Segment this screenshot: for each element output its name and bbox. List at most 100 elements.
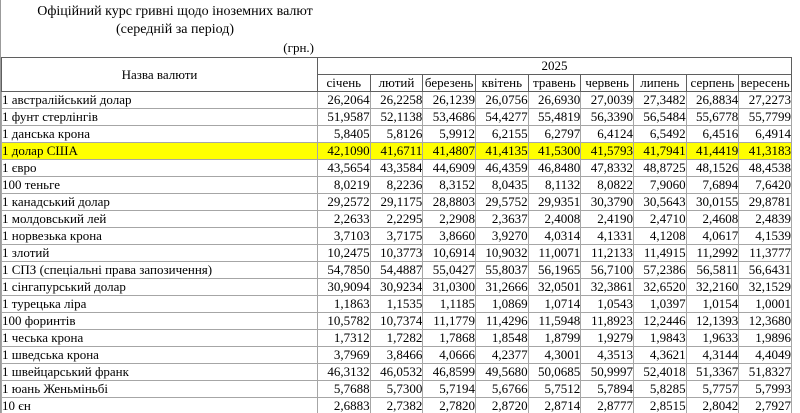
month-header: вересень: [738, 74, 792, 92]
rate-value: 5,7757: [685, 380, 740, 398]
currency-name: 1 канадський долар: [1, 193, 318, 211]
rate-value: 30,0155: [685, 193, 740, 211]
currency-name: 1 євро: [1, 159, 318, 177]
month-header: березень: [422, 74, 476, 92]
rate-value: 2,3637: [474, 210, 529, 228]
month-header: червень: [580, 74, 634, 92]
rate-value: 41,5793: [580, 142, 634, 160]
rate-value: 10,6914: [422, 244, 476, 262]
rate-value: 11,2992: [685, 244, 740, 262]
rate-value: 6,2155: [474, 125, 529, 143]
rate-value: 1,9633: [685, 329, 740, 347]
rate-value: 55,4819: [527, 108, 582, 126]
rate-value: 3,9270: [474, 227, 529, 245]
rate-value: 3,7103: [317, 227, 371, 245]
rate-value: 31,2666: [474, 278, 529, 296]
table-row: 1 турецька ліра 1,1863 1,1535 1,1185 1,0869 1…: [1, 295, 792, 313]
table-row: 1 злотий 10,2475 10,3773 10,6914 10,9032 11,0…: [1, 244, 792, 262]
month-header: лютий: [369, 74, 424, 92]
rate-value: 8,3152: [422, 176, 476, 194]
exchange-rates-table: Назва валюти 2025 січень лютий березень кві…: [1, 57, 792, 413]
rate-value: 54,4277: [474, 108, 529, 126]
page-title: Офіційний курс гривні щодо іноземних вал…: [37, 4, 313, 19]
rate-value: 48,1526: [685, 159, 740, 177]
rate-value: 1,0714: [527, 295, 582, 313]
rate-value: 48,4538: [738, 159, 792, 177]
rate-value: 46,4359: [474, 159, 529, 177]
rate-value: 55,6778: [685, 108, 740, 126]
rate-value: 26,6930: [527, 91, 582, 109]
currency-name: 100 теньге: [1, 176, 318, 194]
rate-value: 56,7100: [580, 261, 634, 279]
rate-value: 8,0822: [580, 176, 634, 194]
rate-value: 31,0300: [422, 278, 476, 296]
rate-value: 26,2258: [369, 91, 424, 109]
rate-value: 8,0219: [317, 176, 371, 194]
rate-value: 32,1529: [738, 278, 792, 296]
rate-value: 41,4135: [474, 142, 529, 160]
rate-value: 30,5643: [632, 193, 687, 211]
rate-value: 52,1138: [369, 108, 424, 126]
rate-value: 26,0756: [474, 91, 529, 109]
rate-value: 1,7868: [422, 329, 476, 347]
table-row: 1 данська крона 5,8405 5,8126 5,9912 6,2155 6…: [1, 125, 792, 143]
rate-value: 5,7512: [527, 380, 582, 398]
rate-value: 4,3621: [632, 346, 687, 364]
page-subtitle: (середній за період): [115, 22, 234, 37]
table-row: 100 форинтів 10,5782 10,7374 11,1779 11,4296…: [1, 312, 792, 330]
currency-name: 1 юань Женьміньбі: [1, 380, 318, 398]
rate-value: 48,8725: [632, 159, 687, 177]
rate-value: 54,4887: [369, 261, 424, 279]
table-row: 10 єн 2,6883 2,7382 2,7820 2,8720 2,8714 2,877…: [1, 397, 792, 413]
rate-value: 41,4807: [422, 142, 476, 160]
rate-value: 27,0039: [580, 91, 634, 109]
rate-value: 56,6431: [738, 261, 792, 279]
rate-value: 4,0666: [422, 346, 476, 364]
rate-value: 12,1393: [685, 312, 740, 330]
currency-name: 1 молдовський лей: [1, 210, 318, 228]
rate-value: 5,6766: [474, 380, 529, 398]
rate-value: 12,2446: [632, 312, 687, 330]
rate-value: 2,4190: [580, 210, 634, 228]
table-row: 1 євро 43,5654 43,3584 44,6909 46,4359 46,848…: [1, 159, 792, 177]
rate-value: 2,4839: [738, 210, 792, 228]
rate-value: 51,9587: [317, 108, 371, 126]
currency-name: 1 данська крона: [1, 125, 318, 143]
rate-value: 1,0154: [685, 295, 740, 313]
rate-value: 5,7894: [580, 380, 634, 398]
rate-value: 41,6711: [369, 142, 424, 160]
rate-value: 3,7175: [369, 227, 424, 245]
table-row: 1 молдовський лей 2,2633 2,2295 2,2908 2,363…: [1, 210, 792, 228]
rate-value: 2,8042: [685, 397, 740, 413]
rate-value: 57,2386: [632, 261, 687, 279]
month-header: липень: [632, 74, 687, 92]
rate-value: 4,0617: [685, 227, 740, 245]
rate-value: 51,8327: [738, 363, 792, 381]
rate-value: 54,7850: [317, 261, 371, 279]
rate-value: 29,1175: [369, 193, 424, 211]
currency-name: 1 долар США: [1, 142, 318, 160]
rate-value: 4,3001: [527, 346, 582, 364]
rate-value: 56,5484: [632, 108, 687, 126]
rate-value: 55,8037: [474, 261, 529, 279]
table-row: 1 канадський долар 29,2572 29,1175 28,8803 2…: [1, 193, 792, 211]
rate-value: 2,8777: [580, 397, 634, 413]
rate-value: 2,4608: [685, 210, 740, 228]
currency-name: 1 швейцарський франк: [1, 363, 318, 381]
table-row: 1 австралійський долар 26,2064 26,2258 26,1…: [1, 91, 792, 109]
rate-value: 1,8548: [474, 329, 529, 347]
rate-value: 29,8781: [738, 193, 792, 211]
rate-value: 32,6520: [632, 278, 687, 296]
rate-value: 1,7312: [317, 329, 371, 347]
rate-value: 4,1539: [738, 227, 792, 245]
rate-value: 8,2236: [369, 176, 424, 194]
rate-value: 42,1090: [317, 142, 371, 160]
table-row: 1 сінгапурський долар 30,9094 30,9234 31,03…: [1, 278, 792, 296]
rate-value: 4,1331: [580, 227, 634, 245]
rate-value: 2,8720: [474, 397, 529, 413]
table-row: 1 шведська крона 3,7969 3,8466 4,0666 4,2377…: [1, 346, 792, 364]
rate-value: 56,5811: [685, 261, 740, 279]
currency-name: 1 СПЗ (спеціальні права запозичення): [1, 261, 318, 279]
rate-value: 6,4124: [580, 125, 634, 143]
rate-value: 4,3144: [685, 346, 740, 364]
